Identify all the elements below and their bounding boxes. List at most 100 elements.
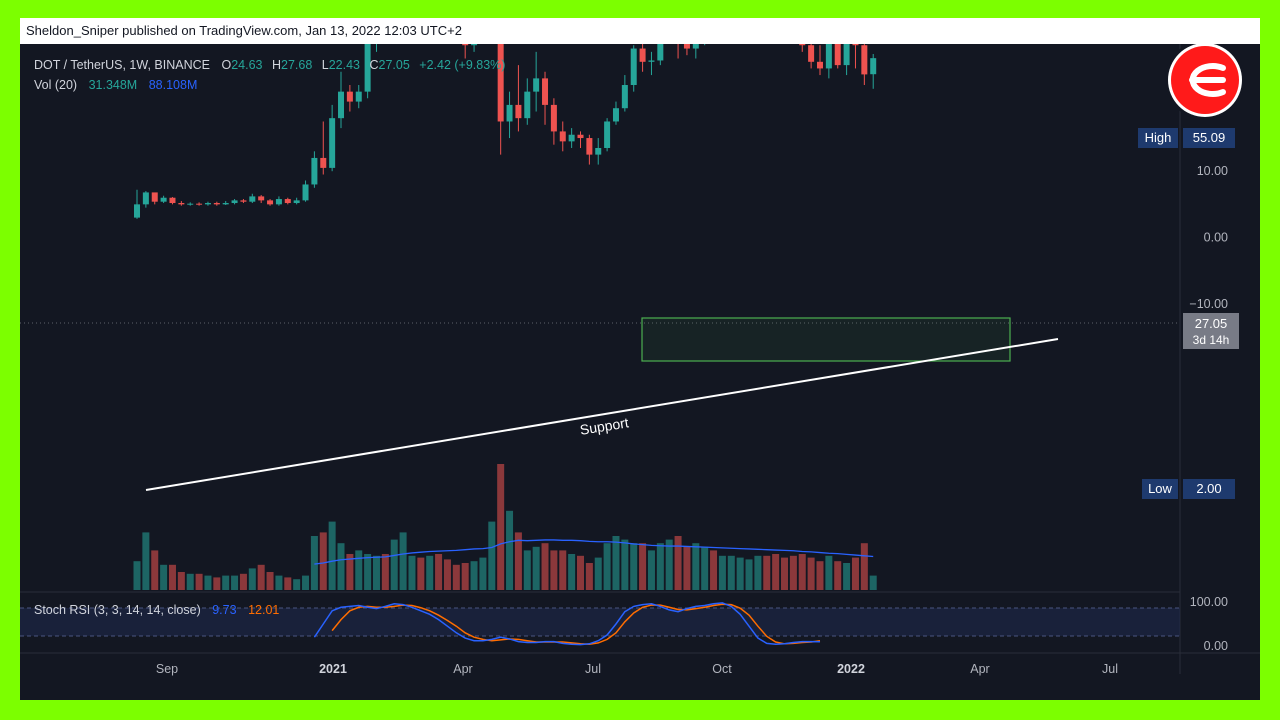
volume-bar	[328, 521, 336, 590]
candle	[586, 134, 593, 165]
volume-bar	[577, 555, 584, 590]
candle	[559, 121, 566, 152]
volume-bar	[417, 557, 425, 590]
price-tick-label: 10.00	[1197, 164, 1228, 178]
candle	[320, 121, 327, 175]
volume-bar	[479, 557, 487, 590]
volume-bar	[319, 532, 327, 590]
volume-bar	[275, 575, 283, 590]
high-marker-label-box	[1138, 128, 1178, 148]
volume-bar	[222, 575, 230, 590]
support-zone-box[interactable]	[641, 317, 1011, 362]
volume-bar	[639, 543, 647, 590]
stoch-d-value: 12.01	[248, 603, 279, 617]
volume-bar	[142, 532, 150, 590]
time-tick-label: Oct	[712, 662, 732, 676]
candle	[240, 199, 247, 204]
candle	[843, 44, 850, 76]
price-tick-label: −10.00	[1189, 297, 1228, 311]
volume-bar	[213, 577, 221, 590]
candle	[604, 118, 611, 152]
stoch-k-line	[313, 602, 821, 646]
volume-bar	[559, 550, 567, 590]
volume-bar	[355, 550, 363, 590]
candle	[346, 85, 353, 112]
volume-bar	[532, 546, 540, 590]
volume-bar	[372, 555, 380, 590]
volume-bar	[550, 550, 558, 590]
support-trendline[interactable]	[145, 338, 1059, 491]
volume-bar	[266, 572, 274, 590]
stoch-rsi-legend: Stoch RSI (3, 3, 14, 14, close) 9.73 12.…	[34, 603, 279, 617]
volume-bar	[488, 521, 496, 590]
candle	[364, 44, 371, 99]
low-marker-label: Low	[1148, 481, 1172, 496]
brand-logo-icon	[1165, 44, 1245, 120]
candle	[834, 44, 841, 69]
volume-bar	[435, 554, 443, 590]
volume-bar	[133, 561, 141, 590]
candle	[196, 202, 203, 206]
candle	[231, 199, 238, 205]
time-tick-label: 2021	[319, 662, 347, 676]
candle	[267, 199, 274, 206]
volume-bar	[736, 557, 744, 590]
volume-bar	[408, 555, 416, 590]
candlestick-chart[interactable]: Support 50.0040.0030.0020.0010.000.00−10…	[20, 44, 1260, 700]
candle	[204, 201, 211, 206]
current-price-box	[1183, 313, 1239, 349]
volume-bar	[364, 554, 372, 590]
change-value: +2.42 (+9.83%)	[419, 58, 505, 72]
volume-bar	[497, 464, 505, 590]
candle	[213, 201, 220, 206]
time-tick-label: Jul	[585, 662, 601, 676]
candle	[677, 44, 679, 59]
candle	[568, 128, 575, 148]
volume-bar	[541, 543, 549, 590]
volume-bar	[772, 554, 780, 590]
candle	[692, 44, 699, 59]
volume-bar	[293, 579, 301, 590]
volume-bar	[594, 557, 602, 590]
volume-bar	[390, 539, 398, 590]
volume-bar	[248, 568, 256, 590]
time-tick-label: Apr	[970, 662, 989, 676]
volume-bar	[612, 536, 620, 590]
candle	[311, 151, 318, 188]
volume-bar	[585, 563, 593, 590]
candle	[515, 65, 522, 132]
candle	[355, 85, 362, 109]
candle	[533, 51, 540, 112]
candle	[178, 201, 185, 206]
time-axis[interactable]: Sep 2021 Apr Jul Oct 2022 Apr Jul	[156, 662, 1118, 676]
volume-bar	[231, 575, 239, 590]
candle	[816, 45, 823, 76]
volume-bars	[133, 464, 877, 590]
volume-bar	[514, 532, 522, 590]
candle	[595, 138, 602, 165]
candle	[542, 71, 549, 125]
volume-bar	[647, 550, 655, 590]
volume-bar	[452, 564, 460, 590]
volume-bar	[470, 561, 478, 590]
volume-bar	[399, 532, 407, 590]
volume-bar	[851, 557, 859, 590]
volume-bar	[257, 564, 265, 590]
rsi-tick-label: 0.00	[1204, 639, 1228, 653]
volume-bar	[869, 575, 877, 590]
volume-bar	[204, 575, 212, 590]
volume-bar	[506, 510, 514, 590]
volume-bar	[754, 555, 762, 590]
candle	[808, 44, 815, 69]
volume-bar	[692, 543, 700, 590]
time-tick-label: Apr	[453, 662, 472, 676]
candle	[338, 71, 345, 129]
chart-area[interactable]: Support 50.0040.0030.0020.0010.000.00−10…	[20, 44, 1260, 700]
current-price-value: 27.05	[1195, 316, 1228, 331]
candle	[284, 197, 291, 205]
stoch-d-line	[331, 603, 821, 645]
low-value: 22.43	[329, 58, 360, 72]
volume-legend: Vol (20) 31.348M 88.108M	[34, 78, 197, 92]
volume-bar	[834, 561, 842, 590]
candle	[134, 189, 140, 219]
